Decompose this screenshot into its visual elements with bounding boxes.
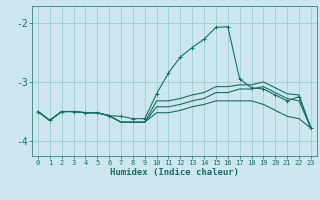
X-axis label: Humidex (Indice chaleur): Humidex (Indice chaleur) <box>110 168 239 177</box>
